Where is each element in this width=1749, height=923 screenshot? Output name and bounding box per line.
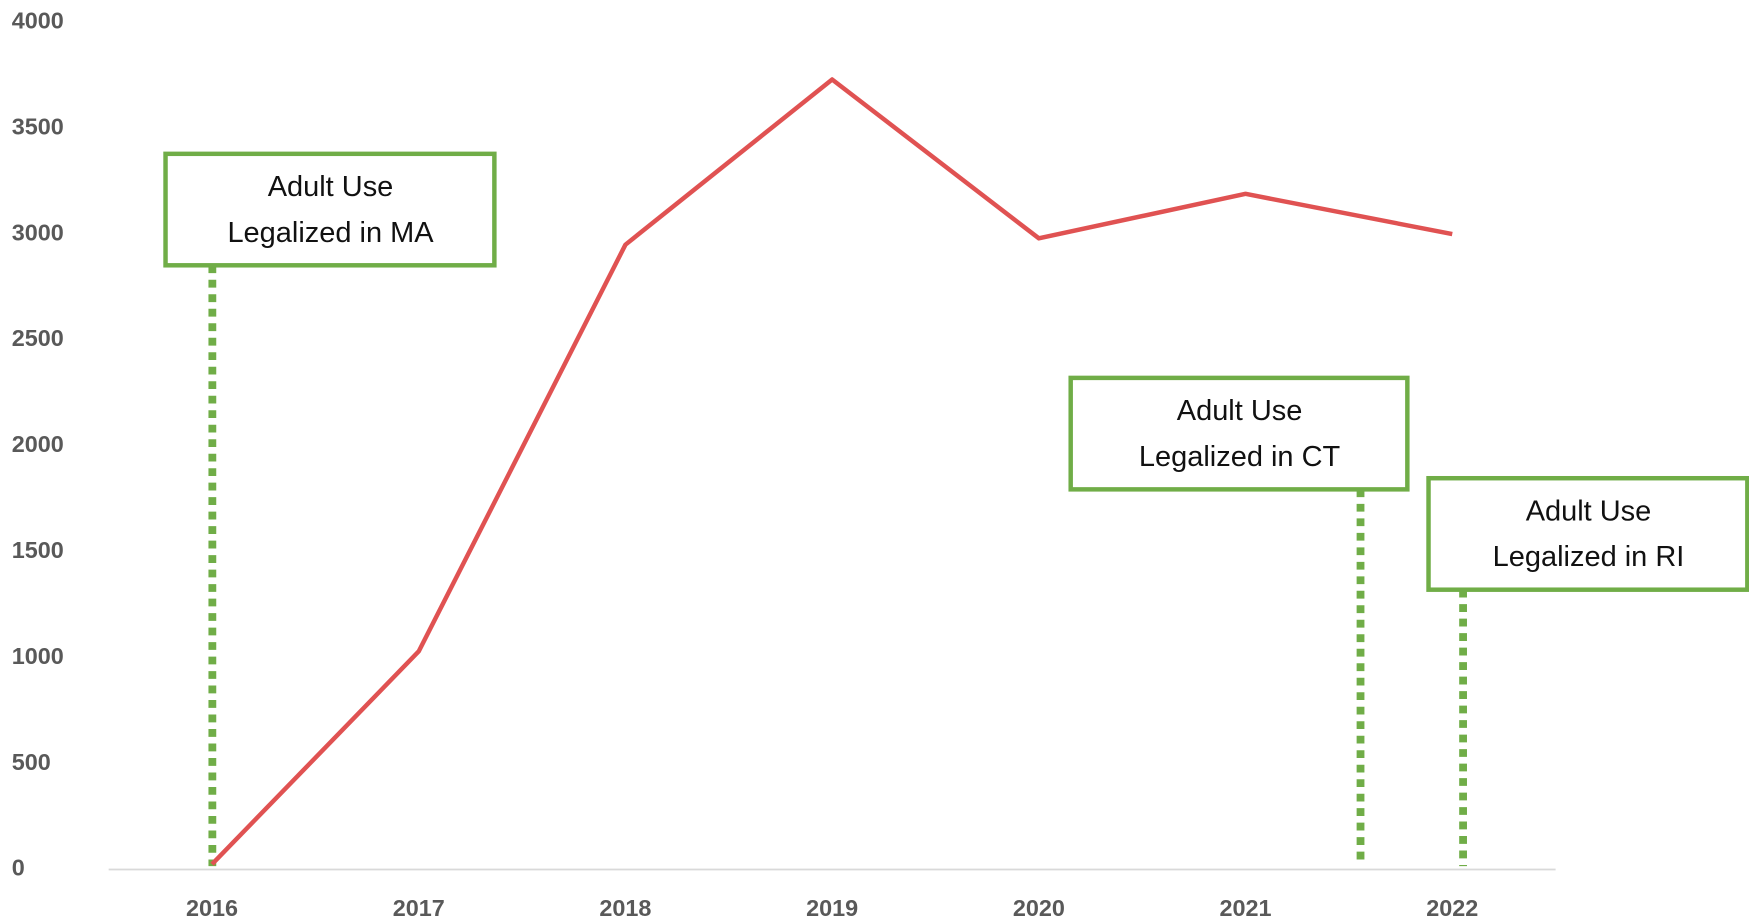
annotation-box [163,151,497,268]
x-tick-label: 2020 [1013,895,1065,921]
annotation-box [1068,375,1410,492]
annotation-box [1426,475,1749,592]
annotation-text: Adult Use [1526,495,1652,527]
y-tick-label: 3000 [12,219,64,245]
y-tick-label: 4000 [12,7,64,33]
annotation-text: Adult Use [1177,395,1303,427]
x-tick-label: 2017 [393,895,445,921]
y-tick-label: 1500 [12,537,64,563]
y-tick-label: 0 [12,855,25,881]
x-tick-label: 2022 [1426,895,1478,921]
y-tick-label: 3500 [12,113,64,139]
x-tick-label: 2019 [806,895,858,921]
annotation-text: Legalized in RI [1493,541,1685,573]
x-tick-label: 2021 [1220,895,1272,921]
y-tick-label: 2500 [12,325,64,351]
annotation-text: Adult Use [268,171,394,203]
y-tick-label: 2000 [12,431,64,457]
y-tick-label: 500 [12,749,51,775]
x-tick-label: 2016 [186,895,238,921]
annotation-text: Legalized in CT [1139,441,1341,473]
x-tick-label: 2018 [599,895,651,921]
data-line [210,77,1453,866]
y-tick-label: 1000 [12,643,64,669]
annotation-text: Legalized in MA [227,217,434,249]
